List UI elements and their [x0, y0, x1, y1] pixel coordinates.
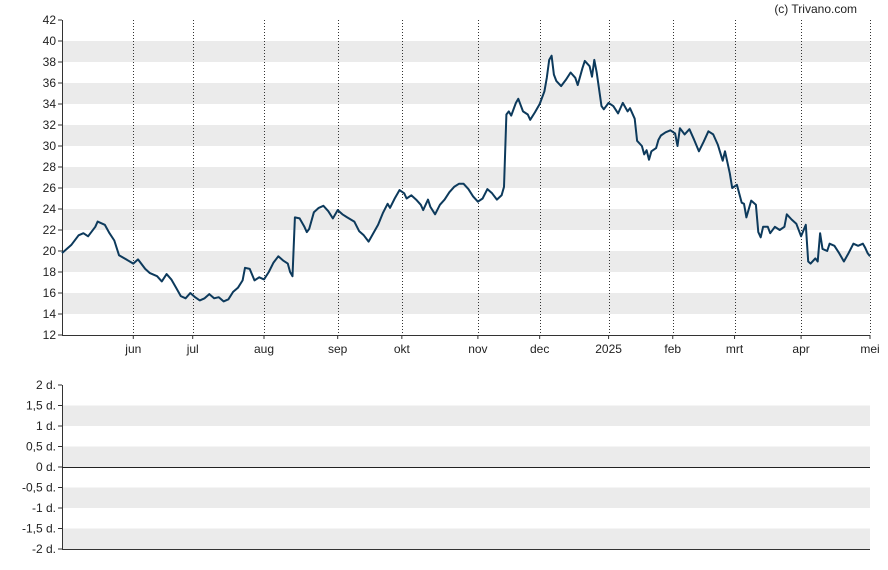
sub-chart-bands: [62, 405, 870, 549]
main-band: [62, 251, 870, 272]
x-tick-label: dec: [530, 342, 549, 356]
sub-y-tick-label: 0 d.: [36, 460, 56, 474]
sub-y-tick-label: -1,5 d.: [22, 522, 56, 536]
sub-y-tick-label: 1 d.: [36, 419, 56, 433]
x-tick-label: okt: [394, 342, 411, 356]
y-tick-label: 30: [43, 139, 57, 153]
x-tick-label: aug: [254, 342, 274, 356]
y-tick-label: 14: [43, 307, 57, 321]
y-tick-label: 16: [43, 286, 57, 300]
main-chart-series: [61, 54, 871, 303]
main-band: [62, 83, 870, 104]
x-tick-label: jun: [124, 342, 141, 356]
main-chart-y-axis: 12 14 16 18 20 22 24 26 28 30 32 34 36 38 40 42: [43, 13, 62, 342]
sub-band: [62, 528, 870, 549]
x-tick-label: feb: [664, 342, 681, 356]
main-chart-frame: [62, 20, 870, 336]
x-tick-label: sep: [328, 342, 348, 356]
y-tick-label: 28: [43, 160, 57, 174]
sub-chart-y-axis: -2 d. -1,5 d. -1 d. -0,5 d. 0 d. 0,5 d. 1 d. 1,…: [22, 378, 62, 556]
x-tick-label: mei: [860, 342, 879, 356]
main-chart-x-axis: jun jul aug sep okt nov dec 2025 feb mrt apr mei: [124, 335, 880, 356]
x-tick-label: 2025: [595, 342, 622, 356]
y-tick-label: 42: [43, 13, 57, 27]
sub-y-tick-label: 0,5 d.: [26, 440, 56, 454]
price-line: [61, 54, 871, 303]
sub-y-tick-label: 1,5 d.: [26, 399, 56, 413]
main-chart-bands: [62, 41, 870, 314]
y-tick-label: 36: [43, 76, 57, 90]
y-tick-label: 26: [43, 181, 57, 195]
sub-band: [62, 405, 870, 426]
sub-band: [62, 446, 870, 467]
y-tick-label: 38: [43, 55, 57, 69]
x-tick-label: jul: [186, 342, 199, 356]
y-tick-label: 22: [43, 223, 57, 237]
main-band: [62, 167, 870, 188]
y-tick-label: 12: [43, 328, 57, 342]
sub-y-tick-label: -1 d.: [32, 501, 56, 515]
y-tick-label: 20: [43, 244, 57, 258]
x-tick-label: mrt: [726, 342, 744, 356]
sub-y-tick-label: 2 d.: [36, 378, 56, 392]
y-tick-label: 24: [43, 202, 57, 216]
x-tick-label: nov: [468, 342, 487, 356]
x-tick-label: apr: [792, 342, 809, 356]
y-tick-label: 34: [43, 97, 57, 111]
copyright-label: (c) Trivano.com: [774, 2, 857, 16]
y-tick-label: 40: [43, 34, 57, 48]
main-band: [62, 125, 870, 146]
y-tick-label: 32: [43, 118, 57, 132]
y-tick-label: 18: [43, 265, 57, 279]
sub-band: [62, 487, 870, 508]
main-band: [62, 41, 870, 62]
sub-y-tick-label: -0,5 d.: [22, 481, 56, 495]
sub-y-tick-label: -2 d.: [32, 542, 56, 556]
